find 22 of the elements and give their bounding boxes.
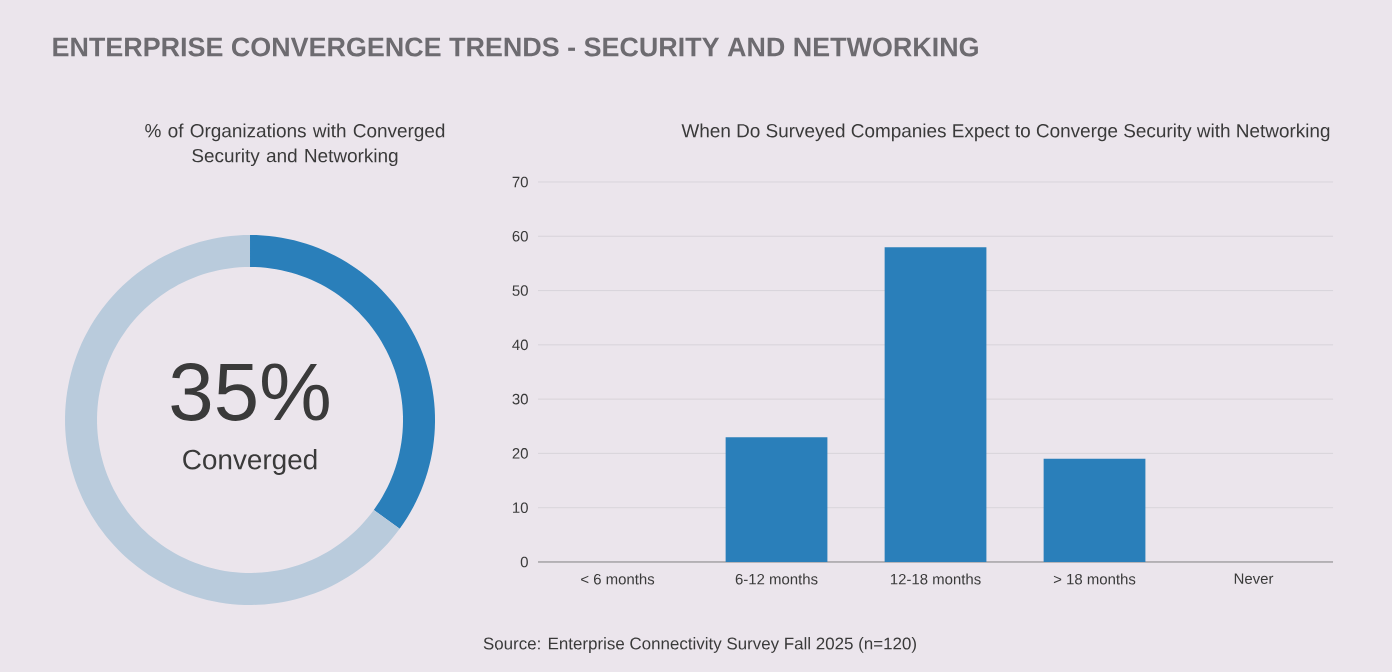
- y-tick-label: 50: [512, 285, 528, 296]
- y-tick-label: 70: [512, 176, 528, 188]
- source-note: Source: Enterprise Connectivity Survey Fall 2025 (n=120): [483, 637, 916, 653]
- y-tick-label: 10: [513, 502, 528, 513]
- bar: [884, 247, 987, 562]
- y-tick-label: 30: [512, 393, 528, 405]
- y-tick-label: 40: [512, 339, 528, 351]
- text: ENTERPRISE CONVERGENCE TRENDS - SECURITY AND NETWORKING: [53, 37, 978, 57]
- bar: [1043, 458, 1146, 562]
- y-tick-label: 60: [512, 230, 528, 242]
- x-tick-label: Never: [1234, 573, 1274, 584]
- x-tick-label: < 6 months: [581, 573, 655, 585]
- bar: [725, 437, 828, 562]
- x-tick-label: 12-18 months: [890, 573, 981, 585]
- data-label: 35%: [171, 363, 329, 421]
- y-tick-label: 20: [512, 448, 528, 459]
- x-tick-label: 6-12 months: [735, 573, 818, 585]
- chart-subtitle: % of Organizations with Converged Security and Networking: [145, 123, 445, 167]
- x-tick-label: > 18 months: [1053, 573, 1136, 585]
- y-tick-label: 0: [520, 556, 528, 568]
- text: Converged: [183, 449, 317, 475]
- chart-title: When Do Surveyed Companies Expect to Converge Security with Networking: [681, 123, 1330, 142]
